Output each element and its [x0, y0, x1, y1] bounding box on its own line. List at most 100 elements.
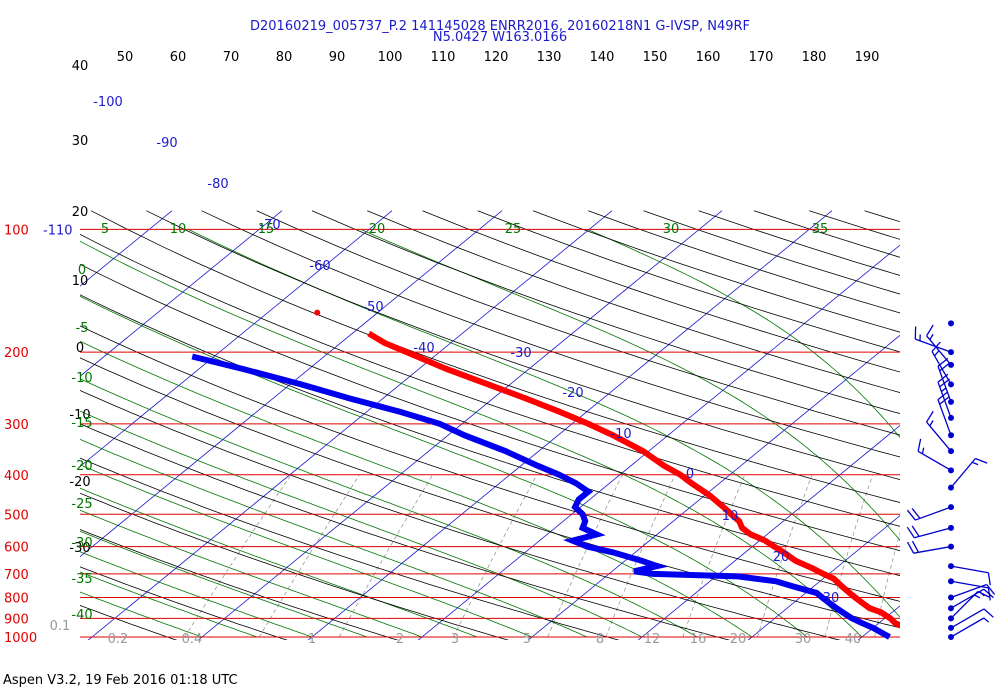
wind-barb	[948, 588, 994, 612]
theta-label: 160	[696, 50, 721, 65]
mixing-ratio-label: 40	[845, 632, 862, 647]
dry-adiabat-line	[80, 457, 620, 640]
isotherm-label: -90	[156, 136, 177, 151]
wind-barb	[926, 410, 954, 455]
theta-label: 90	[329, 50, 346, 65]
dry-adiabat-line	[256, 210, 900, 436]
moist-adiabat-label: 0	[78, 263, 86, 278]
isotherm-line	[197, 210, 723, 640]
mixing-ratio-label: 8	[596, 632, 604, 647]
wind-barb-staff	[915, 338, 952, 353]
left-axis-label: 10	[72, 274, 89, 289]
wind-barb	[906, 540, 954, 554]
moist-adiabat-line	[80, 464, 533, 638]
moist-adiabat-line	[188, 229, 900, 618]
moist-adiabat-line	[80, 240, 863, 638]
mixing-ratio-label: 1	[308, 632, 316, 647]
wind-barb	[948, 608, 994, 631]
wind-barb-half-flag	[929, 420, 934, 427]
temperature-profile	[367, 330, 900, 629]
isotherm-label: 0	[686, 467, 694, 482]
isotherm-label: -30	[510, 346, 531, 361]
wind-barb-flag	[906, 526, 915, 539]
dry-adiabat-line	[311, 210, 900, 415]
isotherm-label: 10	[722, 509, 739, 524]
wind-barb-half-flag	[979, 591, 985, 597]
dewpoint-profile	[191, 353, 891, 640]
mixing-ratio-label: 0.4	[182, 632, 203, 647]
mixing-ratio-line	[547, 474, 623, 638]
mixing-ratio-label: 20	[730, 632, 747, 647]
wind-barb	[914, 326, 954, 356]
moist-adiabat-line	[80, 438, 588, 638]
isotherm-line	[80, 210, 393, 467]
wind-barb	[906, 524, 954, 539]
mixing-ratio-line	[338, 474, 433, 638]
dry-adiabat-line	[80, 492, 510, 640]
mixing-ratio-line	[914, 475, 953, 637]
dry-adiabat-line	[975, 211, 1000, 646]
wind-barb-flag	[911, 508, 921, 519]
wind-barb-staff	[931, 351, 952, 385]
wind-barb-staff	[937, 365, 952, 403]
dry-adiabat-line	[588, 210, 900, 314]
dry-adiabat-line	[90, 210, 900, 504]
isotherm-line	[80, 210, 283, 377]
theta-label: 150	[643, 50, 668, 65]
isotherm-label: -80	[207, 177, 228, 192]
theta-label: 190	[855, 50, 880, 65]
dry-adiabat-line	[80, 389, 841, 640]
moist-adiabat-label: -20	[71, 459, 92, 474]
isotherm-line	[417, 244, 900, 640]
wind-barb-half-flag	[974, 594, 981, 599]
pressure-label: 700	[4, 568, 29, 583]
dry-adiabat-line	[201, 210, 900, 458]
moist-adiabat-line	[80, 591, 203, 638]
left-axis-label: 40	[72, 59, 89, 74]
moist-adiabat-label: -35	[71, 572, 92, 587]
theta-label: 110	[431, 50, 456, 65]
moist-adiabat-line	[80, 530, 368, 638]
wind-barb-staff	[950, 617, 985, 638]
pressure-label: 200	[4, 346, 29, 361]
moist-adiabat-label: -5	[76, 321, 89, 336]
left-axis-label: -10	[69, 408, 90, 423]
footer-version: Aspen V3.2, 19 Feb 2016 01:18 UTC	[3, 673, 238, 688]
wind-barb-flag	[911, 525, 920, 537]
dry-adiabat-line	[80, 294, 900, 577]
wind-barb	[937, 391, 954, 439]
top-isotherm-label: -110	[43, 223, 73, 238]
wind-barb-flag	[926, 324, 934, 337]
dry-adiabat-line	[80, 529, 399, 640]
mixing-ratio-line	[988, 475, 1000, 637]
mixing-ratio-label: 0.1	[50, 619, 71, 634]
theta-label: 100	[378, 50, 403, 65]
left-axis-label: 0	[76, 341, 84, 356]
wind-barb-dot	[948, 320, 954, 327]
dry-adiabat-line	[80, 604, 178, 640]
wind-barb	[917, 438, 954, 474]
moist-adiabat-label: 35	[812, 222, 829, 237]
mixing-ratio-label: 16	[690, 632, 707, 647]
theta-label: 120	[484, 50, 509, 65]
moist-adiabat-label: -25	[71, 497, 92, 512]
isotherm-label: -20	[562, 386, 583, 401]
wind-barb-flag	[926, 410, 934, 423]
wind-barb-staff	[926, 421, 952, 452]
mixing-ratio-line	[184, 474, 292, 638]
dry-adiabat-line	[698, 210, 900, 276]
dry-adiabat-line	[80, 263, 900, 552]
wind-barb-staff	[950, 608, 985, 629]
wind-barb	[948, 320, 954, 327]
wind-barb-half-flag	[921, 447, 925, 454]
wind-barb-flag	[911, 540, 920, 553]
wind-barb-half-flag	[983, 617, 990, 623]
wind-barb-staff	[937, 399, 952, 436]
moist-adiabat-line	[360, 229, 900, 541]
moist-adiabat-line	[80, 487, 478, 638]
moist-adiabat-label: 30	[663, 222, 680, 237]
pressure-label: 300	[4, 418, 29, 433]
isotherm-label: 20	[773, 550, 790, 565]
wind-barb-staff	[914, 527, 952, 539]
isotherm-line	[962, 211, 1000, 646]
